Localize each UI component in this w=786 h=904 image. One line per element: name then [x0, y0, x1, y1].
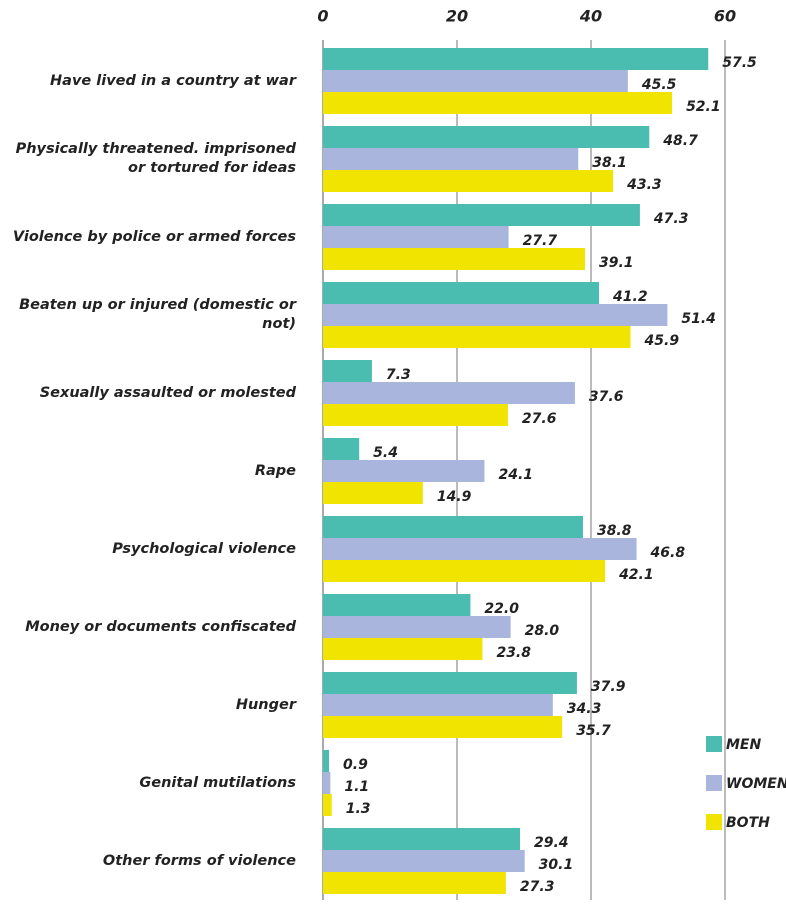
bar [323, 538, 637, 560]
bar [323, 382, 575, 404]
bar [323, 204, 640, 226]
bar [323, 672, 577, 694]
value-label: 42.1 [618, 567, 654, 583]
bar [323, 304, 668, 326]
bar [323, 70, 628, 92]
category-label: Hunger [235, 696, 296, 713]
value-label: 45.5 [641, 77, 677, 93]
bar [323, 48, 709, 70]
value-label: 37.9 [591, 679, 626, 695]
category-label: Physically threatened. imprisoned or tor… [15, 141, 296, 176]
value-label: 5.4 [373, 445, 398, 461]
value-label: 1.1 [344, 779, 369, 795]
value-label: 24.1 [498, 467, 533, 483]
value-label: 47.3 [653, 211, 689, 227]
category-label: Rape [254, 462, 296, 479]
bar [323, 248, 585, 270]
value-label: 27.7 [523, 233, 558, 249]
bar [323, 438, 360, 460]
value-label: 7.3 [386, 367, 411, 383]
bar [323, 326, 631, 348]
value-label: 41.2 [612, 289, 648, 305]
value-label: 27.6 [522, 411, 557, 427]
value-label: 23.8 [496, 645, 531, 661]
value-label: 28.0 [525, 623, 560, 639]
value-label: 45.9 [644, 333, 680, 349]
bar [323, 404, 508, 426]
value-label: 39.1 [599, 255, 634, 271]
x-tick-label: 40 [579, 7, 602, 26]
legend-swatch [706, 775, 722, 791]
value-label: 35.7 [576, 723, 611, 739]
bar [323, 92, 673, 114]
bar [323, 516, 583, 538]
value-label: 22.0 [484, 601, 519, 617]
category-label: Violence by police or armed forces [12, 228, 296, 245]
value-label: 51.4 [681, 311, 716, 327]
value-label: 43.3 [626, 177, 662, 193]
value-label: 34.3 [567, 701, 602, 717]
legend-label: BOTH [726, 815, 770, 831]
bar [323, 170, 614, 192]
category-label: Other forms of violence [102, 852, 296, 869]
value-label: 46.8 [650, 545, 686, 561]
bar [323, 716, 563, 738]
bar [323, 794, 332, 816]
bar [323, 850, 525, 872]
x-tick-label: 20 [446, 7, 468, 26]
bar [323, 872, 506, 894]
bar [323, 750, 330, 772]
bar [323, 226, 509, 248]
bar [323, 360, 372, 382]
legend-label: WOMEN [726, 776, 786, 792]
value-label: 37.6 [589, 389, 624, 405]
value-label: 48.7 [662, 133, 698, 149]
bar [323, 828, 520, 850]
bar [323, 148, 579, 170]
value-label: 38.8 [597, 523, 632, 539]
category-label: Genital mutilations [139, 774, 296, 791]
value-label: 38.1 [592, 155, 627, 171]
category-label: Beaten up or injured (domestic or not) [19, 297, 296, 332]
category-label: Have lived in a country at war [50, 72, 296, 89]
bar [323, 126, 650, 148]
bar [323, 560, 606, 582]
value-label: 14.9 [437, 489, 472, 505]
bar [323, 616, 511, 638]
bar [323, 482, 423, 504]
bar [323, 282, 600, 304]
value-label: 57.5 [722, 55, 757, 71]
value-label: 52.1 [686, 99, 721, 115]
x-tick-label: 60 [714, 7, 736, 26]
legend-swatch [706, 736, 722, 752]
bar [323, 694, 553, 716]
x-tick-label: 0 [317, 7, 328, 26]
category-label: Psychological violence [112, 540, 296, 557]
bar [323, 638, 483, 660]
bar [323, 594, 471, 616]
value-label: 1.3 [346, 801, 371, 817]
value-label: 0.9 [343, 757, 368, 773]
value-label: 29.4 [534, 835, 569, 851]
legend-label: MEN [726, 737, 761, 753]
category-label: Sexually assaulted or molested [39, 384, 296, 401]
value-label: 30.1 [539, 857, 574, 873]
category-label: Money or documents confiscated [25, 618, 296, 635]
legend-swatch [706, 814, 722, 830]
value-label: 27.3 [520, 879, 555, 895]
bar [323, 772, 331, 794]
bar [323, 460, 485, 482]
